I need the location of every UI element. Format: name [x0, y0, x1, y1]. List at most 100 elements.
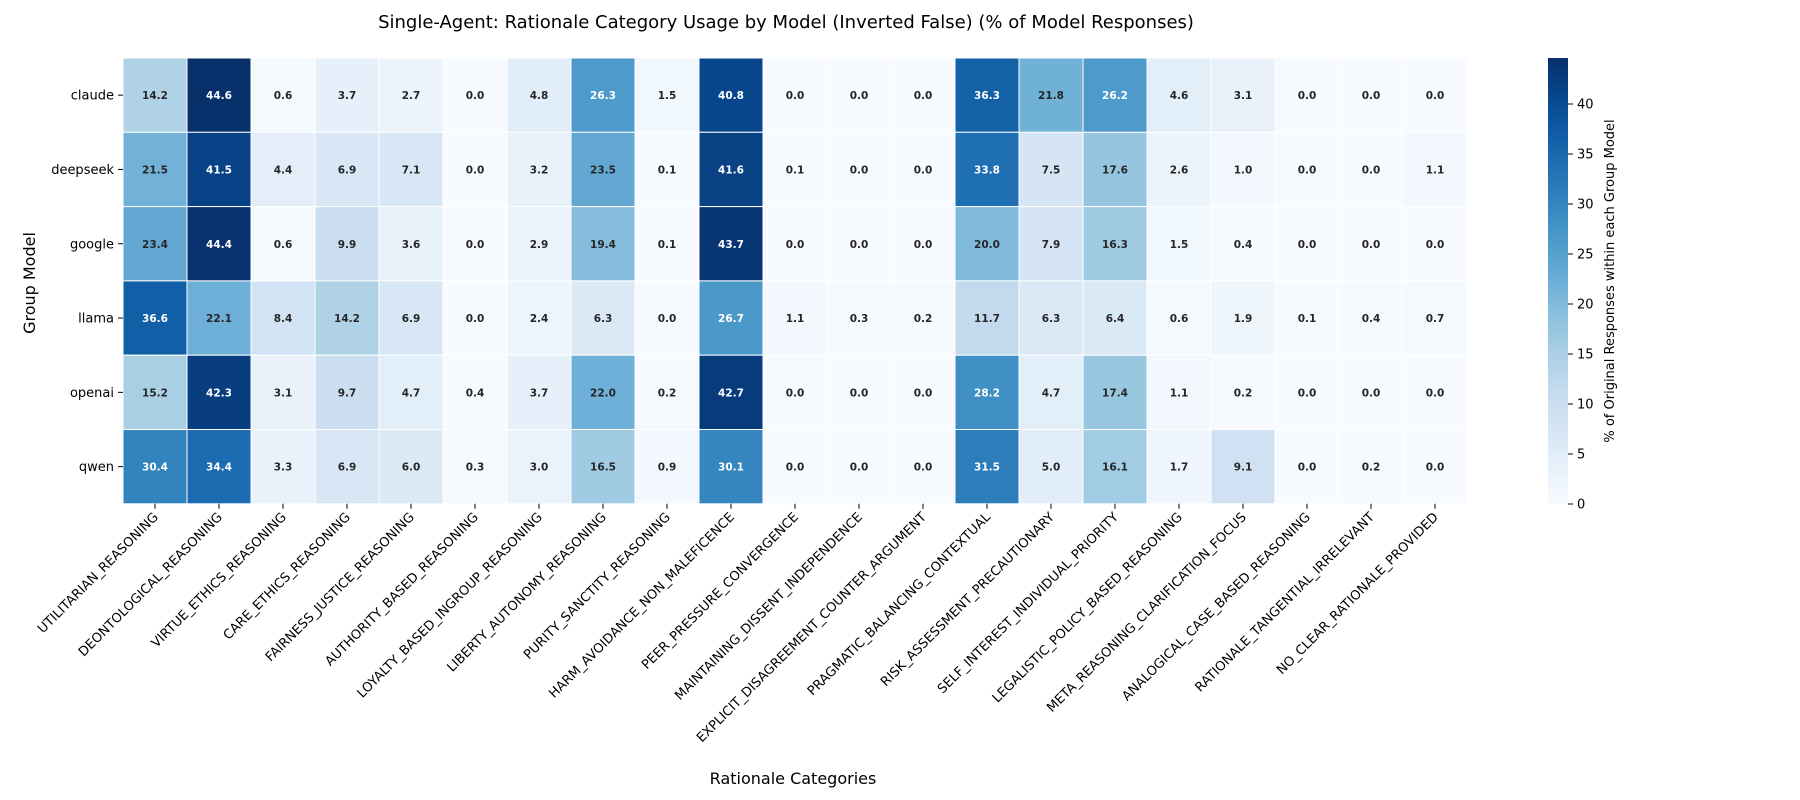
heatmap-cell [1146, 206, 1212, 282]
cell-value-label: 11.7 [974, 313, 1000, 325]
heatmap-cell [890, 206, 956, 282]
heatmap-cell [634, 280, 700, 356]
heatmap-cell [826, 57, 892, 133]
cell-value-label: 28.2 [974, 387, 1000, 399]
heatmap-cell [1082, 354, 1148, 431]
heatmap-cell [314, 354, 380, 431]
cell-value-label: 0.0 [1426, 462, 1445, 474]
heatmap-cell [826, 280, 892, 356]
cell-value-label: 3.1 [274, 387, 293, 399]
heatmap-cell [1338, 57, 1404, 133]
heatmap-cell [506, 354, 572, 431]
heatmap-cell [442, 131, 508, 208]
cell-value-label: 1.7 [1170, 462, 1189, 474]
cell-value-label: 22.1 [206, 313, 232, 325]
cell-value-label: 16.3 [1102, 239, 1128, 251]
heatmap-cell [762, 429, 828, 505]
cell-value-label: 0.2 [914, 313, 933, 325]
heatmap-cell [890, 354, 956, 431]
heatmap-cell [890, 429, 956, 505]
heatmap-cell [570, 206, 636, 282]
heatmap-cell [122, 131, 188, 208]
cell-value-label: 44.4 [206, 239, 232, 251]
cell-value-label: 0.9 [658, 462, 677, 474]
heatmap-cell [698, 429, 764, 505]
heatmap-cell [442, 280, 508, 356]
cell-value-label: 4.6 [1170, 90, 1189, 102]
cell-value-label: 17.6 [1102, 164, 1128, 176]
heatmap-cell [698, 354, 764, 431]
cell-value-label: 0.0 [1298, 462, 1317, 474]
colorbar-tick-label: 0 [1577, 498, 1585, 513]
heatmap-cell [1082, 57, 1148, 133]
cell-value-label: 2.9 [530, 239, 549, 251]
cell-value-label: 16.5 [590, 462, 616, 474]
cell-value-label: 8.4 [274, 313, 293, 325]
heatmap-cell [1402, 429, 1468, 505]
heatmap-cell [314, 206, 380, 282]
cell-value-label: 0.0 [914, 462, 933, 474]
heatmap-cell [314, 280, 380, 356]
cell-value-label: 0.6 [274, 239, 293, 251]
cell-value-label: 0.0 [658, 313, 677, 325]
heatmap-cell [570, 131, 636, 208]
cell-value-label: 26.3 [590, 90, 616, 102]
colorbar-gradient [1548, 58, 1568, 504]
cell-value-label: 30.4 [142, 462, 168, 474]
cell-value-label: 3.3 [274, 462, 293, 474]
cell-value-label: 0.0 [1426, 90, 1445, 102]
heatmap-cell [250, 57, 316, 133]
cell-value-label: 0.0 [914, 239, 933, 251]
cell-value-label: 0.1 [786, 164, 805, 176]
heatmap-cell [1210, 354, 1276, 431]
cell-value-label: 0.0 [1426, 387, 1445, 399]
heatmap-cell [826, 206, 892, 282]
cell-value-label: 6.3 [594, 313, 613, 325]
heatmap-cell [1402, 57, 1468, 133]
heatmap-cell [186, 57, 252, 133]
heatmap-cell [570, 57, 636, 133]
heatmap-cell [570, 429, 636, 505]
chart-title: Single-Agent: Rationale Category Usage b… [378, 12, 1194, 33]
heatmap-cell [698, 280, 764, 356]
cell-value-label: 0.0 [1362, 239, 1381, 251]
cell-value-label: 0.0 [1298, 164, 1317, 176]
cell-value-label: 40.8 [718, 90, 744, 102]
colorbar-tick-label: 40 [1577, 98, 1594, 113]
colorbar-tick-label: 20 [1577, 298, 1594, 313]
heatmap-cell [314, 57, 380, 133]
colorbar-tick-label: 25 [1577, 248, 1594, 263]
heatmap-cell [250, 206, 316, 282]
cell-value-label: 6.9 [338, 462, 357, 474]
cell-value-label: 1.5 [658, 90, 677, 102]
heatmap-cell [1082, 280, 1148, 356]
cell-value-label: 2.6 [1170, 164, 1189, 176]
cell-value-label: 1.1 [786, 313, 805, 325]
cell-value-label: 9.9 [338, 239, 357, 251]
cell-value-label: 4.7 [1042, 387, 1061, 399]
cell-value-label: 33.8 [974, 164, 1000, 176]
cell-value-label: 6.9 [338, 164, 357, 176]
cell-value-label: 3.7 [530, 387, 549, 399]
heatmap-cell [698, 57, 764, 133]
cell-value-label: 5.0 [1042, 462, 1061, 474]
cell-value-label: 0.0 [786, 90, 805, 102]
cell-value-label: 0.0 [786, 462, 805, 474]
heatmap-cell [1082, 429, 1148, 505]
cell-value-label: 0.0 [914, 164, 933, 176]
cell-value-label: 1.9 [1234, 313, 1253, 325]
heatmap-cell [506, 131, 572, 208]
heatmap-cell [1338, 354, 1404, 431]
cell-value-label: 4.8 [530, 90, 549, 102]
heatmap-cells: 14.2 44.6 0.6 3.7 2.7 0.0 4.8 26.3 1.5 40.8 0.0 0.0… [122, 57, 1468, 505]
cell-value-label: 0.0 [786, 239, 805, 251]
cell-value-label: 0.0 [850, 164, 869, 176]
cell-value-label: 41.5 [206, 164, 232, 176]
heatmap-cell [378, 429, 444, 505]
cell-value-label: 0.0 [914, 387, 933, 399]
cell-value-label: 7.5 [1042, 164, 1061, 176]
heatmap-cell [378, 206, 444, 282]
cell-value-label: 0.0 [850, 90, 869, 102]
cell-value-label: 42.7 [718, 387, 744, 399]
cell-value-label: 17.4 [1102, 387, 1128, 399]
